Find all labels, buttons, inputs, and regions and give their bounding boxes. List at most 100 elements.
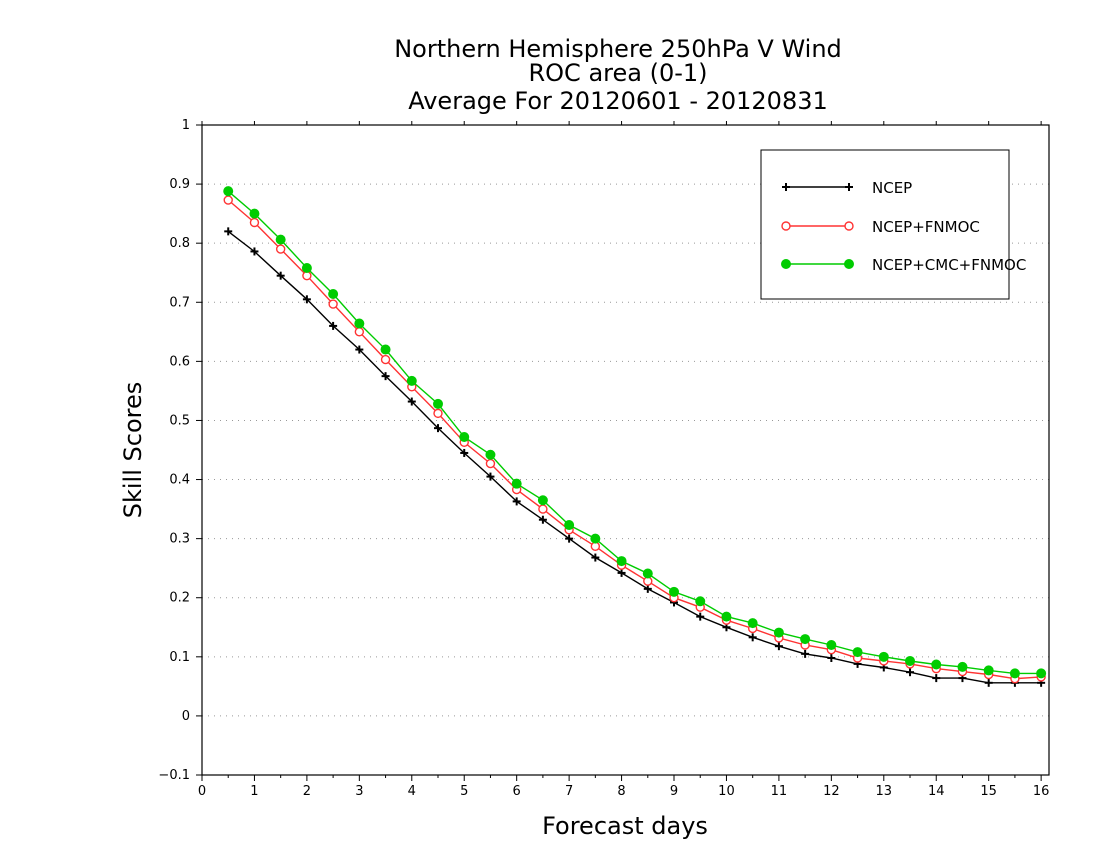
data-point-plus — [224, 227, 233, 236]
data-point-filled-circle — [669, 586, 680, 597]
x-tick-label: 7 — [565, 784, 573, 799]
data-point-open-circle — [485, 458, 496, 469]
data-point-plus — [538, 515, 547, 524]
y-tick-label: 0.2 — [169, 591, 190, 606]
data-point-filled-circle — [852, 647, 863, 658]
data-point-open-circle — [328, 299, 338, 309]
y-tick-label: 0 — [182, 709, 190, 724]
x-tick-label: 2 — [303, 784, 311, 799]
title-line-2: ROC area (0-1) — [528, 59, 707, 87]
data-point-filled-circle — [537, 495, 548, 506]
data-point-filled-circle — [878, 651, 889, 662]
data-point-plus — [782, 183, 790, 191]
x-tick-label: 10 — [718, 784, 735, 799]
data-point-filled-circle — [826, 640, 837, 650]
data-point-plus — [643, 584, 652, 593]
data-point-filled-circle — [301, 263, 312, 273]
legend-entry: NCEP+CMC+FNMOC — [781, 256, 1026, 274]
series-1 — [223, 195, 1046, 684]
data-point-open-circle — [844, 221, 854, 231]
data-point-plus — [434, 424, 443, 433]
series-line — [227, 230, 1042, 684]
plot-frame — [201, 124, 1050, 776]
legend-label: NCEP — [872, 179, 912, 197]
legend-box — [760, 149, 1010, 300]
data-point-filled-circle — [781, 259, 791, 269]
legend: NCEP NCEP+FNMOC NCEP+CMC+FNMOC — [760, 149, 1026, 300]
data-point-filled-circle — [590, 533, 601, 544]
data-point-plus — [617, 568, 626, 577]
data-point-filled-circle — [844, 259, 854, 269]
data-point-filled-circle — [1036, 668, 1047, 679]
data-point-filled-circle — [616, 556, 627, 567]
data-point-filled-circle — [433, 398, 444, 409]
data-point-open-circle — [380, 354, 391, 365]
data-point-plus — [565, 534, 574, 543]
data-point-filled-circle — [800, 634, 811, 645]
title-line-1: Northern Hemisphere 250hPa V Wind — [394, 35, 842, 63]
data-point-filled-circle — [957, 661, 968, 672]
data-point-filled-circle — [223, 186, 234, 197]
y-tick-label: 0.8 — [169, 236, 190, 251]
data-point-filled-circle — [249, 208, 260, 219]
data-point-plus — [696, 612, 705, 621]
y-tick-label: 0.1 — [169, 650, 190, 665]
x-tick-label: 3 — [355, 784, 363, 799]
data-point-plus — [250, 247, 259, 256]
y-axis-label: Skill Scores — [119, 382, 147, 519]
data-point-filled-circle — [564, 520, 575, 531]
data-point-plus — [460, 448, 469, 457]
title-line-3: Average For 20120601 - 20120831 — [408, 87, 828, 115]
data-point-filled-circle — [354, 318, 365, 329]
x-tick-label: 0 — [198, 784, 206, 799]
data-point-plus — [774, 642, 783, 651]
x-tick-label: 9 — [670, 784, 678, 799]
y-tick-label: 1 — [182, 118, 190, 133]
data-point-filled-circle — [485, 449, 496, 460]
data-point-plus — [932, 674, 941, 683]
chart-title: Northern Hemisphere 250hPa V Wind ROC ar… — [394, 35, 842, 115]
legend-label: NCEP+FNMOC — [872, 218, 980, 236]
data-point-plus — [512, 497, 521, 506]
data-point-plus — [984, 678, 993, 687]
data-point-filled-circle — [773, 627, 784, 638]
data-point-filled-circle — [983, 665, 994, 676]
series-2 — [223, 186, 1047, 679]
data-point-filled-circle — [275, 234, 286, 245]
y-tick-label: −0.1 — [158, 768, 190, 783]
data-point-plus — [276, 271, 285, 280]
x-tick-label: 14 — [928, 784, 945, 799]
legend-entry: NCEP — [782, 179, 912, 197]
y-tick-label: 0.4 — [169, 473, 190, 488]
y-tick-label: 0.3 — [169, 532, 190, 547]
data-point-filled-circle — [905, 655, 916, 666]
y-tick-label: 0.9 — [169, 177, 190, 192]
data-point-open-circle — [538, 504, 548, 514]
data-point-filled-circle — [747, 618, 758, 629]
legend-entry: NCEP+FNMOC — [781, 218, 980, 236]
x-tick-label: 8 — [617, 784, 625, 799]
data-point-open-circle — [249, 217, 260, 228]
x-tick-label: 4 — [408, 784, 416, 799]
data-point-filled-circle — [931, 659, 942, 670]
data-point-plus — [906, 668, 915, 677]
y-tick-label: 0.6 — [169, 354, 190, 369]
data-point-plus — [381, 372, 390, 381]
x-tick-label: 6 — [513, 784, 521, 799]
data-point-plus — [329, 321, 338, 330]
series-group — [223, 186, 1047, 687]
y-axis: −0.1 0 0.1 0.2 0.3 0.4 0.5 0.6 0.7 0.8 0.9 1 — [158, 118, 202, 783]
x-tick-label: 13 — [876, 784, 893, 799]
x-tick-label: 1 — [250, 784, 258, 799]
data-point-filled-circle — [328, 289, 339, 299]
data-point-plus — [591, 553, 600, 562]
data-point-filled-circle — [511, 478, 522, 489]
data-point-filled-circle — [380, 344, 391, 355]
data-point-plus — [827, 654, 836, 662]
data-point-open-circle — [275, 244, 286, 254]
x-tick-label: 16 — [1033, 784, 1050, 799]
x-axis: 0 1 2 3 4 5 6 7 8 9 10 11 12 13 14 15 16 — [198, 121, 1050, 799]
x-tick-label: 5 — [460, 784, 468, 799]
data-point-filled-circle — [406, 375, 417, 386]
